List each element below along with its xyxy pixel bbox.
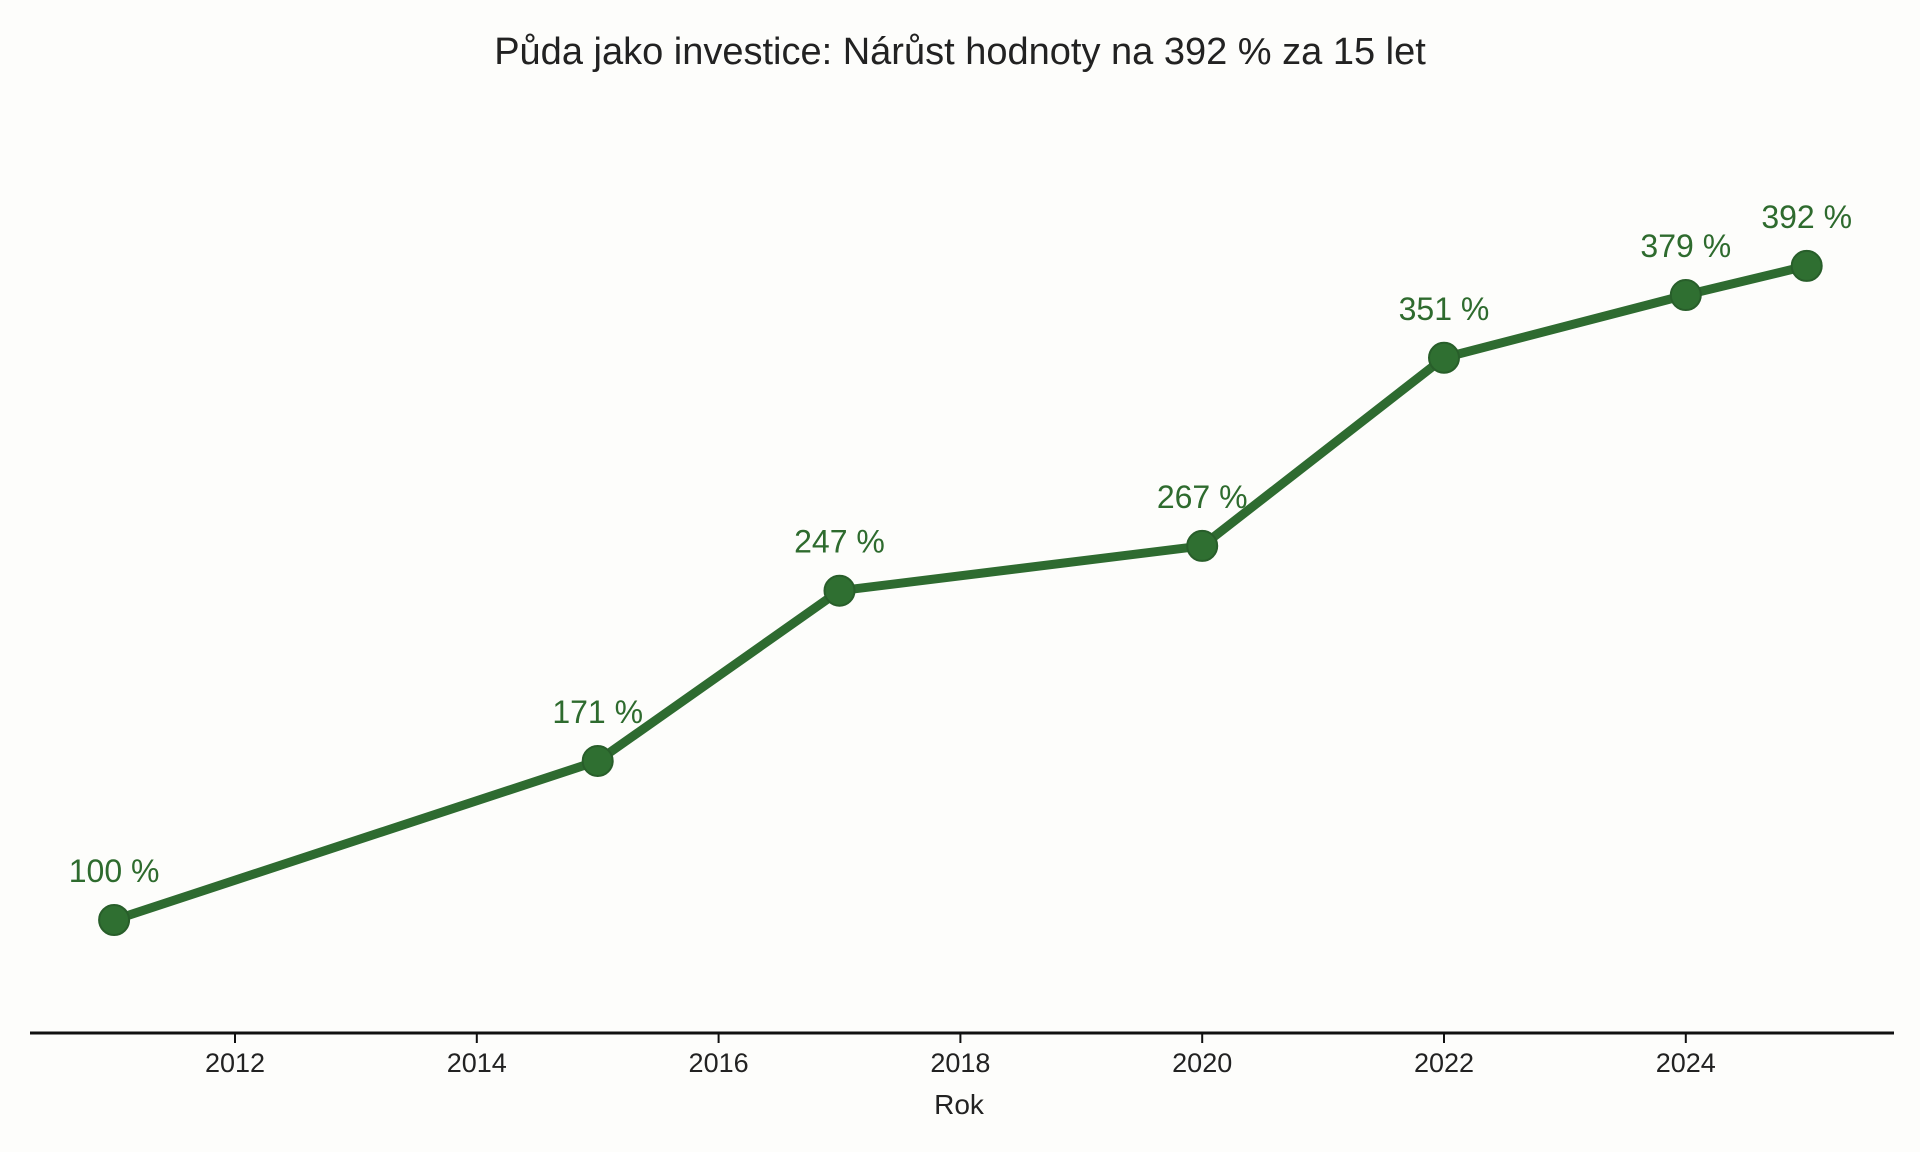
data-label: 351 % [1399, 291, 1490, 327]
x-tick-label: 2014 [447, 1048, 507, 1078]
data-point [1428, 341, 1460, 374]
data-point [1790, 249, 1823, 282]
x-tick-label: 2024 [1656, 1048, 1716, 1078]
plot-area: 100 % 171 % 247 % 267 % 351 % 379 % 392 % [69, 199, 1852, 936]
x-tick-label: 2016 [689, 1048, 749, 1078]
x-axis-label: Rok [934, 1089, 985, 1120]
data-label: 171 % [552, 694, 643, 730]
x-axis-ticks: 2012 2014 2016 2018 2020 2022 2024 [205, 1033, 1716, 1078]
x-tick-label: 2012 [205, 1048, 265, 1078]
data-point [581, 744, 614, 777]
data-point [1186, 529, 1219, 562]
data-label: 247 % [794, 524, 885, 560]
data-point [823, 574, 856, 607]
data-label: 100 % [69, 853, 160, 889]
data-label: 392 % [1761, 199, 1852, 235]
data-label: 267 % [1157, 479, 1248, 515]
x-tick-label: 2022 [1414, 1048, 1474, 1078]
x-tick-label: 2020 [1172, 1048, 1232, 1078]
data-point [1669, 279, 1702, 312]
chart-title: Půda jako investice: Nárůst hodnoty na 3… [494, 31, 1426, 73]
data-point [98, 904, 131, 936]
series-line [112, 261, 1808, 925]
data-label: 379 % [1640, 228, 1731, 264]
x-tick-label: 2018 [930, 1048, 990, 1078]
